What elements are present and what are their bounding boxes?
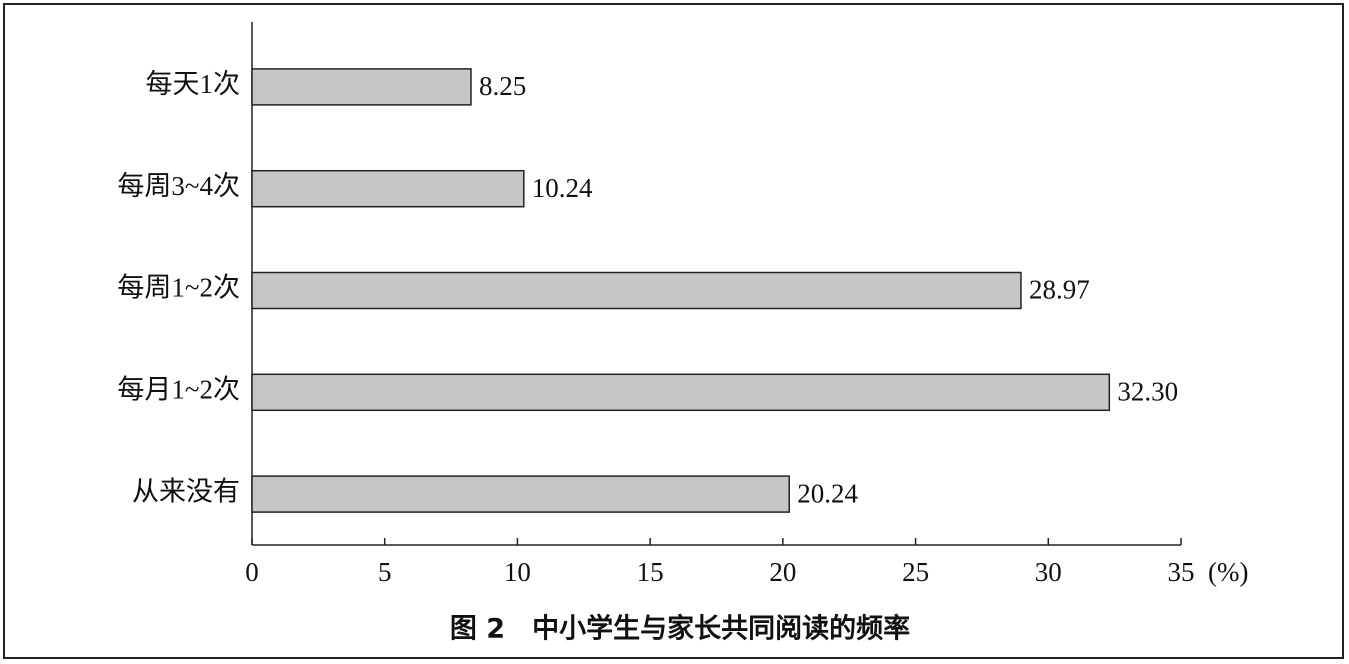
value-label: 10.24	[532, 173, 593, 203]
y-tick-label: 每周1~2次	[117, 273, 240, 303]
x-tick-label: 15	[637, 557, 664, 587]
x-tick-label: 25	[902, 557, 929, 587]
bar	[251, 169, 525, 208]
bar	[251, 271, 1022, 310]
x-tick-label: 20	[769, 557, 796, 587]
x-tick-label: 30	[1035, 557, 1062, 587]
bar	[251, 373, 1111, 412]
x-tick-label: 0	[245, 557, 259, 587]
value-label: 8.25	[479, 71, 526, 101]
x-tick-label: 10	[504, 557, 531, 587]
x-axis-label: (%)	[1208, 557, 1248, 587]
frame	[3, 3, 1344, 659]
x-tick-label: 5	[378, 557, 392, 587]
value-label: 20.24	[797, 478, 858, 508]
y-tick-label: 从来没有	[132, 476, 240, 506]
value-label: 32.30	[1117, 377, 1178, 407]
y-tick-label: 每天1次	[146, 69, 241, 99]
value-label: 28.97	[1029, 275, 1090, 305]
x-tick-label: 35	[1168, 557, 1195, 587]
chart-title: 图 2 中小学生与家长共同阅读的频率	[450, 613, 910, 645]
bar	[251, 68, 472, 106]
y-tick-label: 每月1~2次	[117, 375, 240, 405]
y-tick-label: 每周3~4次	[117, 171, 240, 201]
bar	[251, 475, 790, 513]
